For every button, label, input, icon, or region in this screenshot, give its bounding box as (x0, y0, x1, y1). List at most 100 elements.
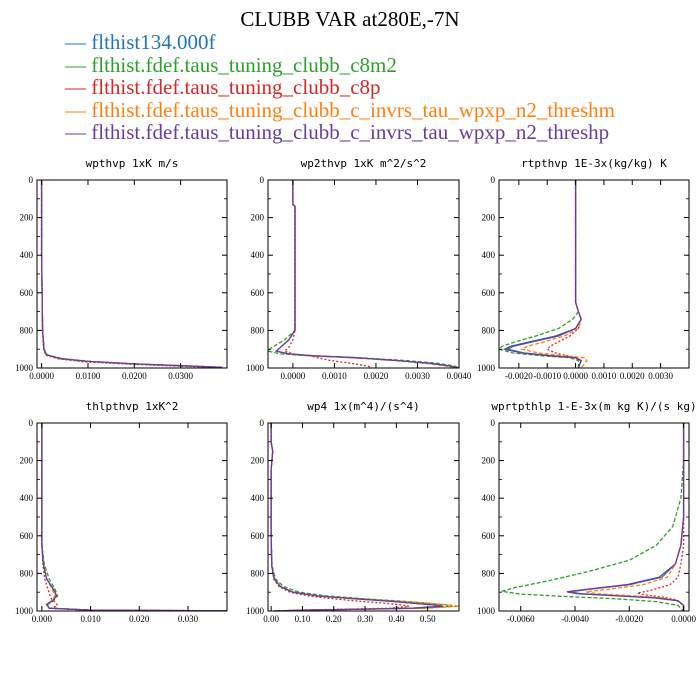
x-tick-label: 0.020 (129, 614, 150, 624)
plot-frame (36, 422, 228, 612)
series-line (41, 423, 228, 612)
y-tick-label: 400 (20, 250, 34, 260)
legend-item: — flthist.fdef.taus_tuning_clubb_c_invrs… (65, 121, 615, 144)
y-tick-label: 200 (251, 213, 265, 223)
y-tick-label: 400 (251, 493, 265, 503)
chart-panel: wp2thvp 1xK m^2/s^2 0 200 400 600 800 1000 0.00… (246, 157, 472, 381)
panel-title: thlpthvp 1xK^2 (86, 400, 179, 413)
y-tick-label: 400 (20, 493, 34, 503)
plot-frame (498, 179, 690, 369)
y-tick-label: 200 (20, 456, 34, 466)
x-tick-label: 0.0030 (405, 371, 430, 381)
series-line (505, 180, 583, 369)
x-tick-label: 0.0010 (592, 371, 617, 381)
panel-title: wp2thvp 1xK m^2/s^2 (301, 157, 427, 170)
plot-frame (36, 179, 228, 369)
series-line (283, 180, 373, 369)
legend-item: — flthist.fdef.taus_tuning_clubb_c8p (65, 76, 615, 99)
series-line (501, 423, 685, 612)
x-tick-label: 0.50 (420, 614, 436, 624)
x-tick-label: 0.30 (357, 614, 373, 624)
y-tick-label: 600 (482, 288, 496, 298)
figure-title: CLUBB VAR at280E,-7N (240, 7, 460, 31)
series-line (270, 423, 453, 612)
y-tick-label: 800 (20, 325, 34, 335)
y-tick-label: 800 (20, 568, 34, 578)
y-tick-label: 0 (29, 418, 34, 428)
series-line (41, 423, 228, 612)
y-tick-label: 1000 (246, 363, 265, 373)
y-tick-label: 800 (251, 568, 265, 578)
legend-label: flthist134.000f (91, 30, 216, 54)
x-tick-label: 0.0010 (322, 371, 347, 381)
x-tick-label: 0.0000 (671, 614, 696, 624)
x-tick-label: 0.0000 (281, 371, 306, 381)
panel-title: rtpthvp 1E-3x(kg/kg) K (521, 157, 667, 170)
series-line (41, 423, 228, 612)
plot-frame (267, 422, 460, 612)
x-tick-label: 0.0300 (168, 371, 193, 381)
series-line (274, 180, 455, 369)
y-tick-label: 200 (482, 456, 496, 466)
x-tick-label: 0.0000 (563, 371, 588, 381)
chart-panel: wprtpthlp 1-E-3x(m kg K)/(s kg) 0 200 400 60… (477, 400, 697, 624)
series-line (502, 180, 583, 369)
x-tick-label: 0.00 (263, 614, 279, 624)
x-tick-label: 0.000 (32, 614, 53, 624)
x-tick-label: 0.0030 (648, 371, 673, 381)
plot-frame (267, 179, 460, 369)
series-line (41, 423, 228, 612)
y-tick-label: 1000 (15, 363, 34, 373)
x-tick-label: 0.030 (178, 614, 199, 624)
x-tick-label: -0.0060 (507, 614, 535, 624)
y-tick-label: 1000 (15, 606, 34, 616)
x-tick-label: -0.0040 (561, 614, 589, 624)
y-tick-label: 600 (251, 531, 265, 541)
legend-dash-icon: — (65, 120, 92, 144)
series-line (566, 423, 685, 611)
series-line (270, 423, 460, 612)
x-tick-label: 0.0200 (122, 371, 147, 381)
y-tick-label: 400 (251, 250, 265, 260)
y-tick-label: 600 (482, 531, 496, 541)
y-tick-label: 0 (260, 418, 265, 428)
x-tick-label: 0.0020 (364, 371, 389, 381)
y-tick-label: 400 (482, 250, 496, 260)
y-tick-label: 0 (260, 175, 265, 185)
y-tick-label: 400 (482, 493, 496, 503)
series-line (270, 423, 410, 612)
series-line (270, 423, 444, 612)
series-line (270, 423, 444, 612)
y-tick-label: 1000 (246, 606, 265, 616)
series-line (40, 180, 223, 369)
x-tick-label: 0.40 (389, 614, 405, 624)
x-tick-label: 0.0040 (447, 371, 472, 381)
legend-label: flthist.fdef.taus_tuning_clubb_c_invrs_t… (91, 97, 616, 122)
x-tick-label: -0.0020 (615, 614, 643, 624)
x-tick-label: -0.0010 (533, 371, 561, 381)
series-line (40, 180, 223, 369)
x-tick-label: 0.20 (326, 614, 342, 624)
panel-title: wpthvp 1xK m/s (86, 157, 179, 170)
legend-item: — flthist.fdef.taus_tuning_clubb_c_invrs… (65, 97, 616, 122)
panel-title: wp4 1x(m^4)/(s^4) (307, 400, 420, 413)
y-tick-label: 800 (251, 325, 265, 335)
series-line (40, 180, 223, 369)
y-tick-label: 800 (482, 568, 496, 578)
legend-label: flthist.fdef.taus_tuning_clubb_c8p (91, 75, 381, 99)
x-tick-label: 0.0020 (620, 371, 645, 381)
chart-panel: rtpthvp 1E-3x(kg/kg) K02004006008001000-… (477, 157, 690, 381)
y-tick-label: 200 (20, 213, 34, 223)
series-line (274, 180, 460, 369)
y-tick-label: 0 (29, 175, 34, 185)
series-line (41, 423, 228, 612)
x-tick-label: -0.0020 (505, 371, 533, 381)
series-line (519, 180, 588, 369)
legend-dash-icon: — (65, 97, 92, 122)
series-line (40, 180, 223, 368)
y-tick-label: 200 (251, 456, 265, 466)
y-tick-label: 200 (482, 213, 496, 223)
series-line (569, 423, 685, 611)
panel-title: wprtpthlp 1-E-3x(m kg K)/(s kg) (491, 400, 696, 413)
